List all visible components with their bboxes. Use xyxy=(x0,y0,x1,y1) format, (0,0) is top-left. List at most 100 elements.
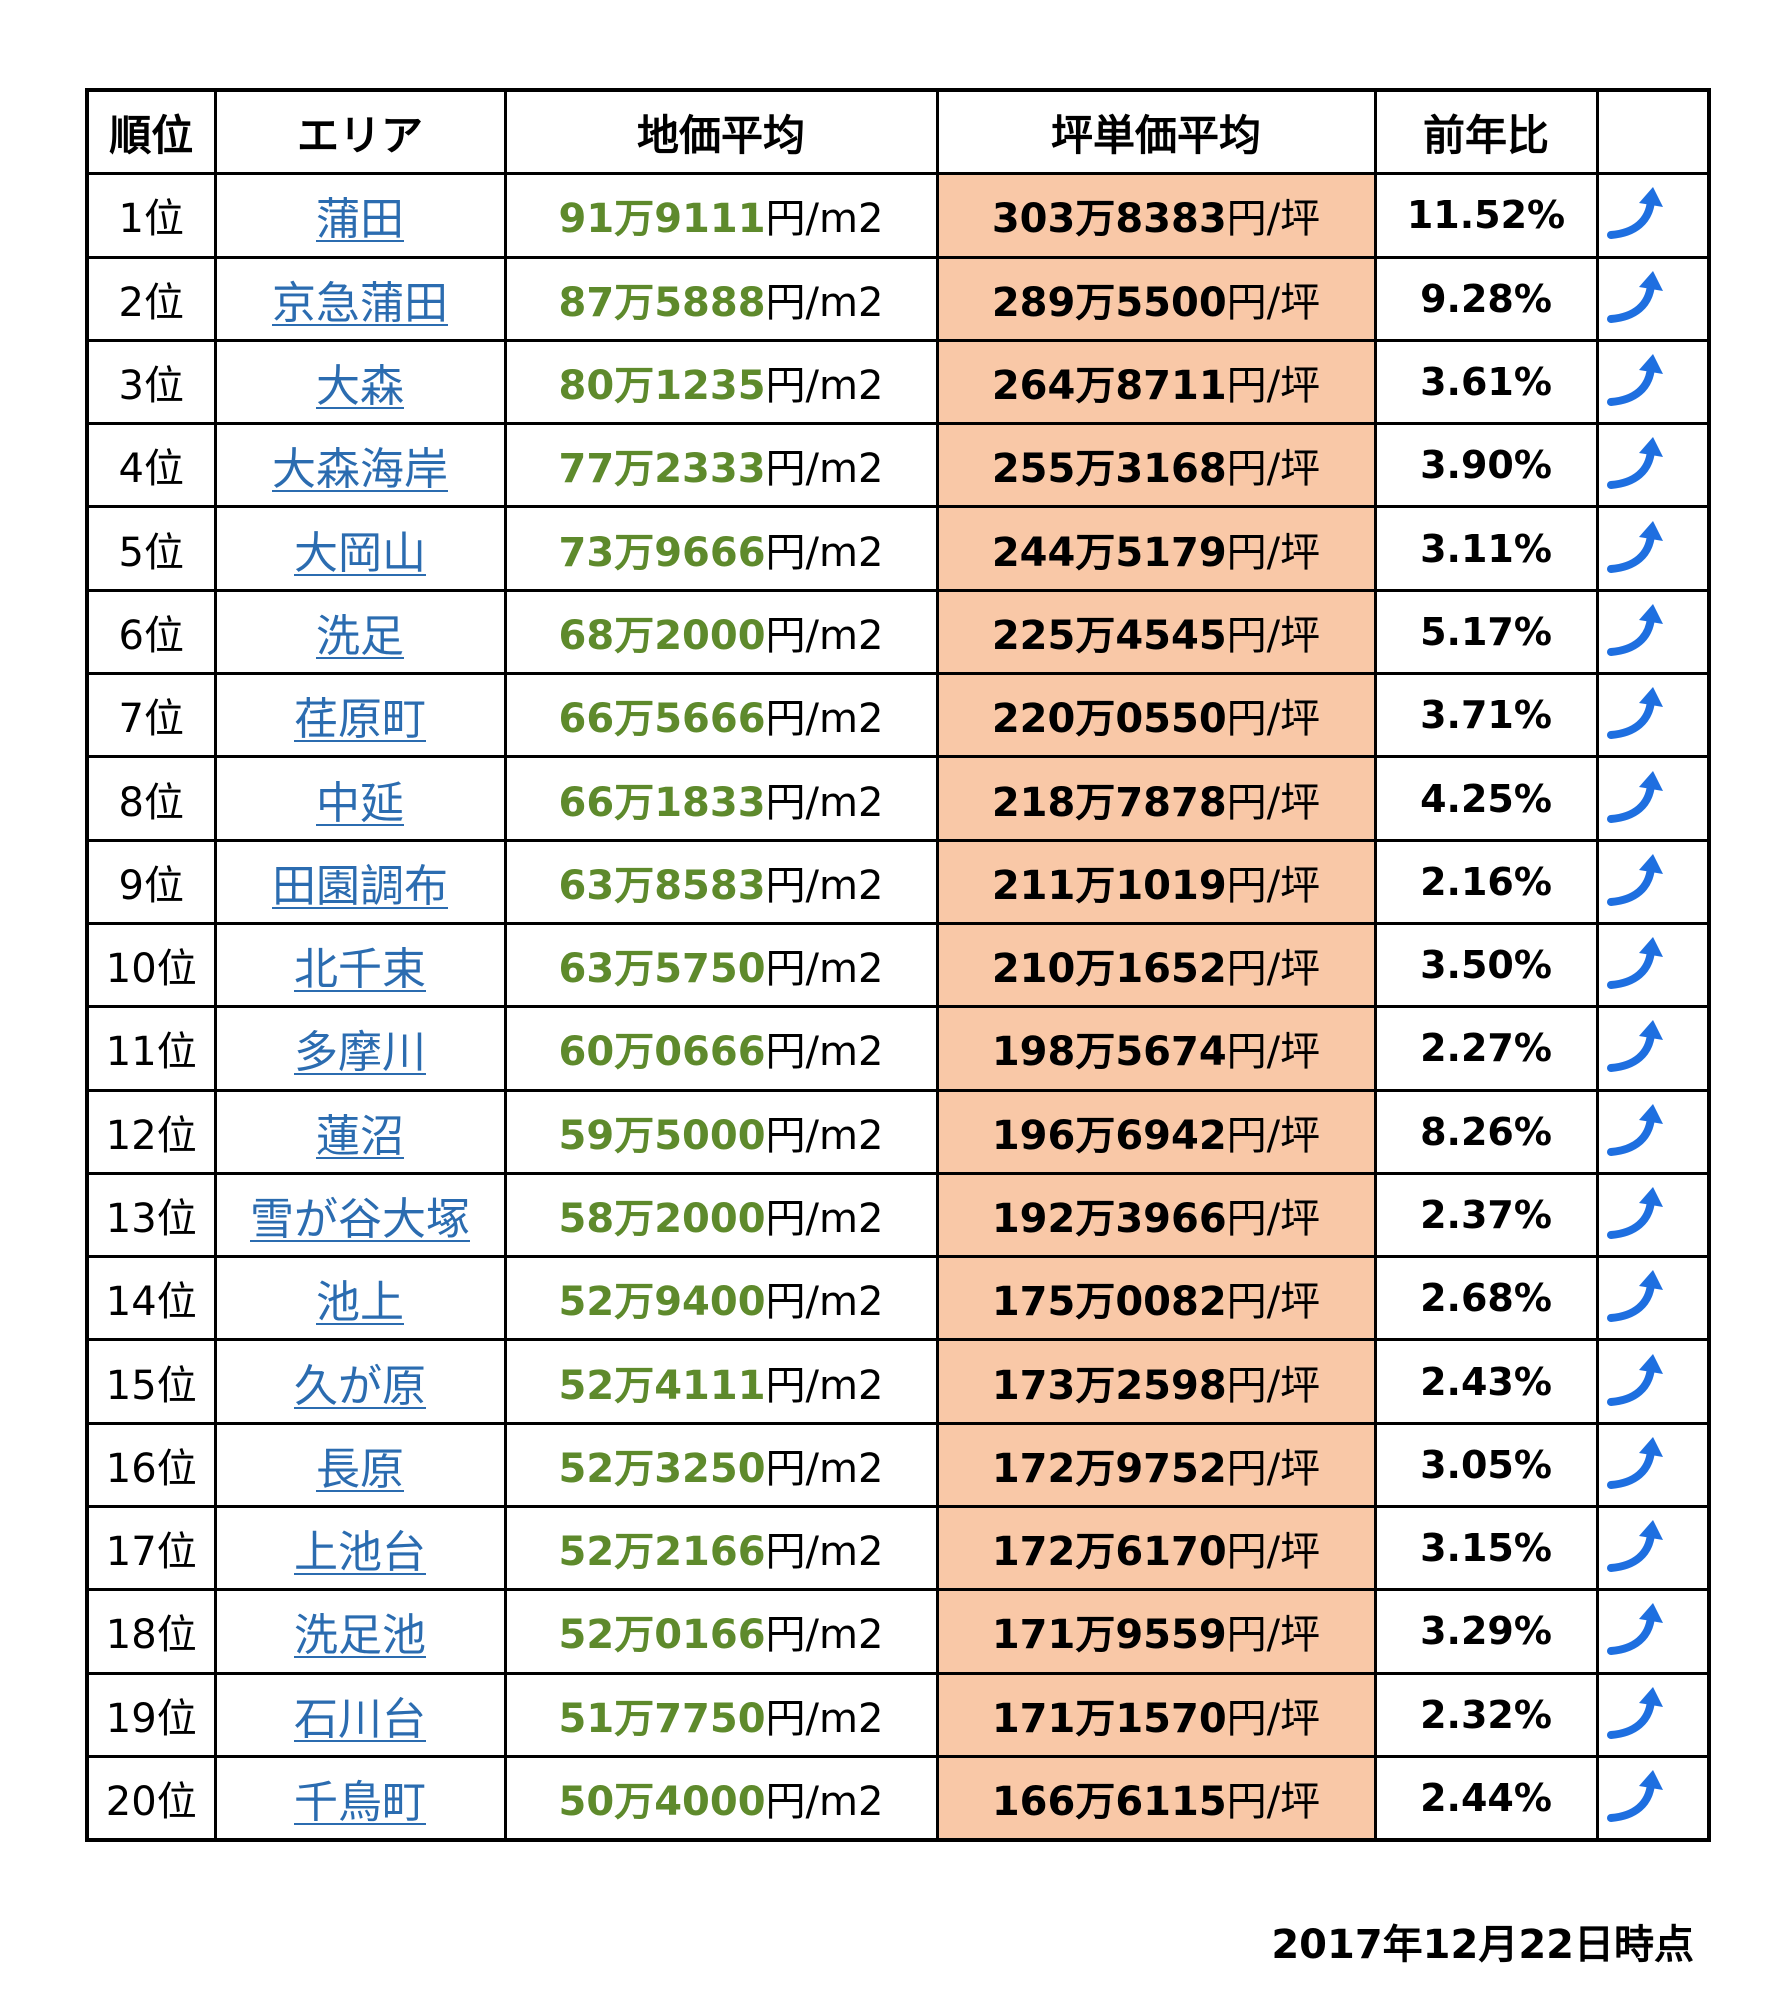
tsubo-price-value: 172万6170 xyxy=(991,1529,1227,1576)
trend-cell xyxy=(1595,1421,1711,1509)
area-cell: 石川台 xyxy=(213,1671,507,1758)
area-cell: 千鳥町 xyxy=(213,1754,507,1842)
land-price-unit: 円/m2 xyxy=(765,1779,884,1826)
trend-cell xyxy=(1595,255,1711,342)
area-link[interactable]: 長原 xyxy=(316,1443,404,1495)
area-cell: 荏原町 xyxy=(213,672,507,759)
as-of-date-note: 2017年12月22日時点 xyxy=(1271,1922,1694,1968)
trend-cell xyxy=(1595,1588,1711,1675)
rank-cell: 19位 xyxy=(85,1671,217,1758)
tsubo-price-cell: 211万1019円/坪 xyxy=(935,838,1377,925)
land-price-cell: 58万2000円/m2 xyxy=(503,1171,939,1259)
trend-up-arrow-icon xyxy=(1600,769,1706,829)
area-cell: 北千束 xyxy=(213,921,507,1009)
tsubo-price-value: 210万1652 xyxy=(991,946,1227,993)
year-over-year-cell: 11.52% xyxy=(1373,172,1599,259)
land-price-value: 60万0666 xyxy=(558,1029,766,1076)
area-link[interactable]: 大岡山 xyxy=(294,527,426,579)
area-link[interactable]: 蓮沼 xyxy=(316,1110,404,1162)
land-price-cell: 59万5000円/m2 xyxy=(503,1088,939,1175)
header-area: エリア xyxy=(213,88,507,176)
land-price-value: 52万0166 xyxy=(558,1612,766,1659)
trend-up-arrow-icon xyxy=(1600,602,1706,662)
tsubo-price-unit: 円/坪 xyxy=(1226,1112,1321,1159)
tsubo-price-cell: 192万3966円/坪 xyxy=(935,1171,1377,1259)
trend-up-arrow-icon xyxy=(1600,935,1706,995)
tsubo-price-value: 166万6115 xyxy=(991,1779,1227,1826)
land-price-unit: 円/m2 xyxy=(765,1612,884,1659)
area-link[interactable]: 京急蒲田 xyxy=(272,277,448,329)
year-over-year-cell: 3.50% xyxy=(1373,921,1599,1009)
land-price-unit: 円/m2 xyxy=(765,363,884,410)
rank-cell: 10位 xyxy=(85,921,217,1009)
tsubo-price-value: 172万9752 xyxy=(991,1445,1227,1492)
year-over-year-cell: 8.26% xyxy=(1373,1088,1599,1175)
tsubo-price-unit: 円/坪 xyxy=(1226,529,1321,576)
area-link[interactable]: 千鳥町 xyxy=(294,1777,426,1829)
area-link[interactable]: 洗足 xyxy=(316,610,404,662)
land-price-value: 52万2166 xyxy=(558,1529,766,1576)
area-cell: 大岡山 xyxy=(213,505,507,592)
area-link[interactable]: 上池台 xyxy=(294,1527,426,1579)
tsubo-price-value: 225万4545 xyxy=(991,612,1227,659)
tsubo-price-unit: 円/坪 xyxy=(1226,696,1321,743)
table-row: 12位 蓮沼 59万5000円/m2 196万6942円/坪 8.26% xyxy=(85,1088,1711,1175)
year-over-year-cell: 2.68% xyxy=(1373,1255,1599,1342)
area-link[interactable]: 大森海岸 xyxy=(272,444,448,496)
land-price-value: 66万5666 xyxy=(558,696,766,743)
area-link[interactable]: 洗足池 xyxy=(294,1610,426,1662)
land-price-value: 68万2000 xyxy=(558,612,766,659)
land-price-cell: 66万5666円/m2 xyxy=(503,672,939,759)
table-row: 15位 久が原 52万4111円/m2 173万2598円/坪 2.43% xyxy=(85,1338,1711,1425)
tsubo-price-cell: 173万2598円/坪 xyxy=(935,1338,1377,1425)
table-row: 14位 池上 52万9400円/m2 175万0082円/坪 2.68% xyxy=(85,1255,1711,1342)
header-rank: 順位 xyxy=(85,88,217,176)
land-price-unit: 円/m2 xyxy=(765,612,884,659)
table-row: 8位 中延 66万1833円/m2 218万7878円/坪 4.25% xyxy=(85,755,1711,842)
trend-up-arrow-icon xyxy=(1600,685,1706,745)
trend-up-arrow-icon xyxy=(1600,1518,1706,1578)
land-price-cell: 52万3250円/m2 xyxy=(503,1421,939,1509)
land-price-cell: 63万8583円/m2 xyxy=(503,838,939,925)
tsubo-price-cell: 171万9559円/坪 xyxy=(935,1588,1377,1675)
year-over-year-cell: 2.37% xyxy=(1373,1171,1599,1259)
trend-cell xyxy=(1595,1005,1711,1092)
area-link[interactable]: 荏原町 xyxy=(294,694,426,746)
trend-cell xyxy=(1595,1338,1711,1425)
area-cell: 洗足池 xyxy=(213,1588,507,1675)
tsubo-price-value: 173万2598 xyxy=(991,1362,1227,1409)
year-over-year-cell: 3.11% xyxy=(1373,505,1599,592)
tsubo-price-value: 289万5500 xyxy=(991,279,1227,326)
tsubo-price-cell: 220万0550円/坪 xyxy=(935,672,1377,759)
table-row: 1位 蒲田 91万9111円/m2 303万8383円/坪 11.52% xyxy=(85,172,1711,259)
area-link[interactable]: 北千束 xyxy=(294,944,426,996)
area-link[interactable]: 蒲田 xyxy=(316,194,404,246)
area-link[interactable]: 田園調布 xyxy=(272,860,448,912)
area-link[interactable]: 石川台 xyxy=(294,1693,426,1745)
area-link[interactable]: 大森 xyxy=(316,361,404,413)
land-price-unit: 円/m2 xyxy=(765,196,884,243)
trend-cell xyxy=(1595,672,1711,759)
table-row: 4位 大森海岸 77万2333円/m2 255万3168円/坪 3.90% xyxy=(85,422,1711,509)
tsubo-price-unit: 円/坪 xyxy=(1226,862,1321,909)
tsubo-price-value: 255万3168 xyxy=(991,446,1227,493)
area-link[interactable]: 池上 xyxy=(316,1277,404,1329)
land-price-unit: 円/m2 xyxy=(765,279,884,326)
area-link[interactable]: 雪が谷大塚 xyxy=(250,1194,470,1245)
area-link[interactable]: 中延 xyxy=(316,777,404,829)
land-price-unit: 円/m2 xyxy=(765,779,884,826)
area-link[interactable]: 久が原 xyxy=(294,1360,426,1412)
tsubo-price-value: 171万1570 xyxy=(991,1695,1227,1742)
year-over-year-cell: 3.29% xyxy=(1373,1588,1599,1675)
trend-up-arrow-icon xyxy=(1600,1768,1706,1828)
area-link[interactable]: 多摩川 xyxy=(294,1027,426,1079)
rank-cell: 18位 xyxy=(85,1588,217,1675)
area-cell: 池上 xyxy=(213,1255,507,1342)
land-price-unit: 円/m2 xyxy=(765,1029,884,1076)
table-row: 7位 荏原町 66万5666円/m2 220万0550円/坪 3.71% xyxy=(85,672,1711,759)
tsubo-price-unit: 円/坪 xyxy=(1226,446,1321,493)
year-over-year-cell: 2.32% xyxy=(1373,1671,1599,1758)
area-cell: 久が原 xyxy=(213,1338,507,1425)
land-price-value: 52万9400 xyxy=(558,1279,766,1326)
header-trend xyxy=(1595,88,1711,176)
